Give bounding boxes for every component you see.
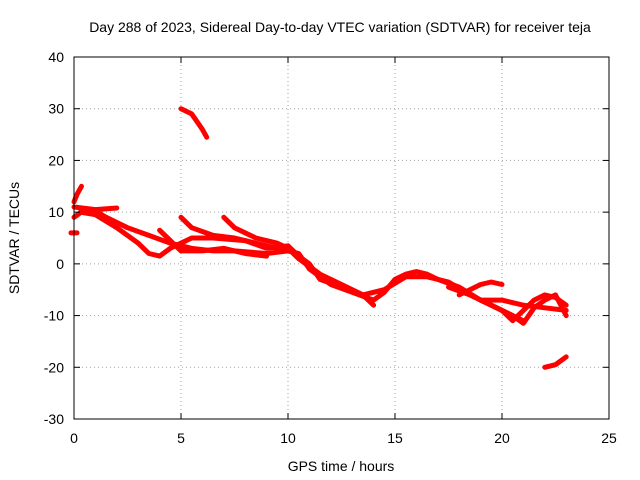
y-tick-label: 10 [48,204,64,220]
series-s13 [542,354,569,370]
x-tick-label: 20 [494,430,510,446]
y-tick-label: 0 [56,256,64,272]
series-s9 [221,214,569,326]
x-axis-label: GPS time / hours [288,458,395,474]
axis-ticks [73,56,610,420]
y-tick-label: 20 [48,152,64,168]
chart-title: Day 288 of 2023, Sidereal Day-to-day VTE… [89,19,591,35]
x-tick-label: 25 [601,430,617,446]
y-axis-label: SDTVAR / TECUs [6,182,22,294]
y-tick-label: -30 [44,411,64,427]
y-tick-labels: -30 -20 -10 0 10 20 30 40 [44,49,64,427]
x-tick-label: 0 [70,430,78,446]
x-tick-label: 10 [280,430,296,446]
y-tick-label: 40 [48,49,64,65]
x-tick-label: 5 [177,430,185,446]
x-tick-labels: 0 5 10 15 20 25 [70,430,617,446]
series-s8 [178,106,210,140]
series-s11 [456,279,505,298]
grid-lines [74,57,609,419]
y-tick-label: -20 [44,359,64,375]
series-s6 [157,227,270,259]
series-s4 [71,204,120,213]
series-s1 [71,183,84,205]
y-tick-label: 30 [48,101,64,117]
series-s12 [478,297,569,313]
y-tick-label: -10 [44,308,64,324]
series-layer [68,106,569,370]
x-tick-label: 15 [387,430,403,446]
series-s7 [178,214,569,324]
plot-frame [73,56,610,420]
